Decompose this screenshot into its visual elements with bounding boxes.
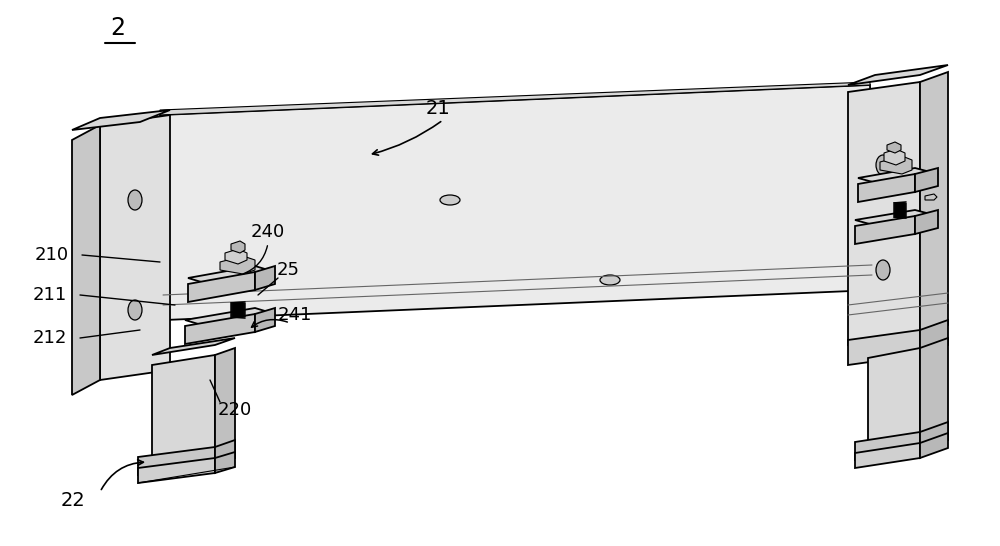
Polygon shape [920, 422, 948, 450]
Polygon shape [72, 125, 100, 395]
Polygon shape [138, 458, 215, 483]
Polygon shape [855, 443, 920, 468]
Polygon shape [855, 216, 915, 244]
Polygon shape [920, 320, 948, 355]
Polygon shape [887, 142, 901, 153]
Ellipse shape [128, 190, 142, 210]
Text: 21: 21 [426, 98, 450, 117]
Text: 220: 220 [218, 401, 252, 419]
Polygon shape [138, 447, 215, 475]
Polygon shape [848, 330, 920, 365]
Text: 240: 240 [251, 223, 285, 241]
Polygon shape [160, 82, 870, 115]
Polygon shape [225, 249, 247, 264]
Polygon shape [848, 65, 948, 85]
Polygon shape [72, 110, 170, 130]
Polygon shape [920, 338, 948, 450]
Ellipse shape [600, 275, 620, 285]
Polygon shape [188, 266, 275, 284]
Polygon shape [255, 308, 275, 332]
Polygon shape [215, 452, 235, 473]
Text: 210: 210 [35, 246, 69, 264]
Polygon shape [855, 210, 938, 226]
Polygon shape [160, 85, 875, 320]
Polygon shape [858, 168, 938, 184]
Polygon shape [848, 82, 920, 345]
Text: 211: 211 [33, 286, 67, 304]
Ellipse shape [876, 155, 890, 175]
Polygon shape [858, 174, 915, 202]
Polygon shape [231, 241, 245, 253]
Polygon shape [215, 440, 235, 465]
Text: 241: 241 [278, 306, 312, 324]
Polygon shape [920, 72, 948, 335]
Ellipse shape [128, 300, 142, 320]
Ellipse shape [876, 260, 890, 280]
Polygon shape [884, 149, 905, 165]
Polygon shape [915, 210, 938, 234]
Text: 22: 22 [61, 490, 85, 509]
Text: 25: 25 [276, 261, 300, 279]
Ellipse shape [440, 195, 460, 205]
Text: 212: 212 [33, 329, 67, 347]
Polygon shape [188, 272, 255, 302]
Polygon shape [152, 355, 215, 475]
Polygon shape [152, 338, 235, 355]
Polygon shape [915, 168, 938, 192]
Text: 2: 2 [110, 16, 126, 40]
Polygon shape [880, 156, 912, 174]
Polygon shape [925, 194, 937, 200]
Polygon shape [220, 256, 255, 274]
Polygon shape [255, 266, 275, 290]
Polygon shape [100, 115, 170, 380]
Polygon shape [185, 308, 275, 326]
Polygon shape [868, 348, 920, 460]
Polygon shape [920, 433, 948, 458]
Polygon shape [185, 314, 255, 344]
Polygon shape [855, 432, 920, 460]
Polygon shape [215, 348, 235, 465]
